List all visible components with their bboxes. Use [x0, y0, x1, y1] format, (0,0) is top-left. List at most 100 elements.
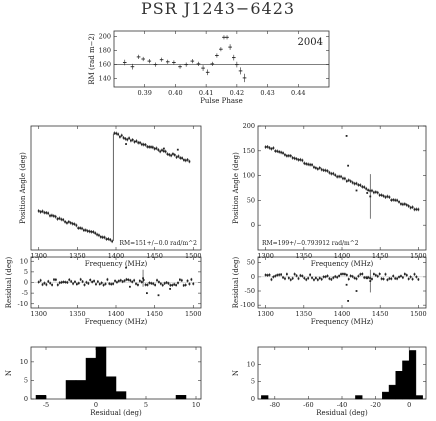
data-point: [183, 159, 185, 161]
data-point: [75, 283, 78, 286]
data-point: [96, 233, 98, 236]
y-tick-label: 50: [247, 196, 255, 204]
histogram-bar: [105, 376, 117, 400]
pa-freq-right-ylabel: Position Angle (deg): [232, 152, 240, 224]
data-point: [81, 280, 84, 283]
data-point: [74, 280, 76, 283]
data-point: [142, 277, 144, 280]
x-tick-label: 0: [94, 401, 98, 409]
data-point: [297, 158, 300, 161]
data-point: [122, 136, 125, 139]
data-point: [340, 273, 342, 276]
data-point: [343, 273, 346, 275]
data-point: [100, 281, 103, 284]
data-point: [411, 206, 414, 209]
data-point: [137, 141, 140, 144]
data-point: [363, 186, 366, 189]
histogram-bar: [382, 391, 390, 400]
x-tick-label: 1400: [334, 252, 351, 260]
y-tick-label: 140: [99, 75, 111, 83]
data-point: [266, 145, 269, 148]
outlier-point: [176, 148, 179, 151]
data-point: [372, 273, 375, 275]
data-point: [180, 279, 183, 282]
rm-phase-xlabel: Pulse Phase: [200, 97, 243, 105]
data-point: [161, 149, 163, 152]
data-point: [336, 276, 339, 279]
data-point: [382, 278, 385, 280]
data-point: [400, 275, 402, 277]
data-point: [322, 169, 325, 172]
data-point: [162, 150, 165, 153]
data-point: [376, 275, 379, 278]
data-point: [115, 132, 118, 135]
x-tick-label: 1400: [108, 310, 125, 318]
data-point: [413, 273, 416, 276]
data-point: [173, 154, 176, 156]
x-tick-label: 0.40: [168, 89, 182, 97]
x-tick-label: 1500: [185, 310, 202, 318]
data-point: [324, 169, 327, 172]
data-point: [146, 284, 149, 286]
data-point: [90, 230, 93, 233]
data-point: [105, 238, 108, 241]
data-point: [128, 137, 130, 140]
data-point: [58, 281, 61, 284]
data-point: [96, 280, 99, 283]
data-point: [284, 277, 286, 280]
data-point: [394, 199, 397, 202]
data-point: [311, 163, 313, 166]
data-point: [83, 229, 85, 232]
chart-panels: 0.39 0.40 0.41 0.42 0.43 0.44 140 160 180 200 Puls…: [5, 30, 427, 417]
data-point: [144, 143, 147, 146]
data-point: [142, 279, 145, 281]
data-point: [367, 276, 369, 279]
data-point: [276, 150, 279, 153]
data-point: [303, 162, 306, 165]
outlier-point: [347, 164, 350, 167]
data-point: [126, 138, 129, 141]
data-point: [95, 283, 97, 286]
data-point: [349, 275, 352, 277]
data-point: [351, 181, 354, 184]
data-point: [270, 278, 273, 281]
data-point: [363, 276, 366, 279]
data-point: [367, 189, 369, 192]
data-point: [282, 276, 284, 279]
data-point: [113, 132, 116, 135]
data-point: [390, 199, 393, 202]
histogram-bar: [402, 360, 410, 400]
data-point: [87, 282, 90, 285]
data-point: [392, 275, 395, 277]
data-point: [103, 236, 106, 239]
outlier-point: [125, 143, 127, 145]
data-point: [315, 277, 317, 279]
data-point: [413, 208, 416, 211]
pa-freq-left-xlabel: Frequency (MHz): [85, 260, 148, 268]
data-point: [378, 273, 381, 275]
data-point: [158, 281, 160, 283]
histogram-bar: [261, 395, 269, 400]
outlier-point: [347, 300, 350, 302]
rm-phase-panel: 0.39 0.40 0.41 0.42 0.43 0.44 140 160 180 200 Puls…: [88, 30, 330, 105]
data-point: [116, 281, 118, 284]
data-point: [274, 150, 277, 152]
data-point: [133, 140, 136, 143]
data-point: [264, 274, 267, 276]
histogram-bar: [408, 350, 417, 400]
data-point: [117, 280, 120, 282]
data-point: [84, 229, 87, 232]
histogram-bar: [95, 346, 107, 400]
data-point: [56, 218, 59, 220]
x-tick-label: 1350: [296, 310, 313, 318]
y-tick-label: 10: [247, 360, 255, 368]
data-point: [156, 279, 158, 282]
data-point: [79, 278, 82, 281]
y-tick-label: 0: [251, 395, 255, 403]
data-point: [280, 273, 283, 276]
data-point: [89, 279, 92, 281]
data-point: [388, 277, 391, 280]
data-point: [83, 283, 86, 286]
data-point: [163, 282, 166, 285]
data-point: [161, 284, 164, 287]
